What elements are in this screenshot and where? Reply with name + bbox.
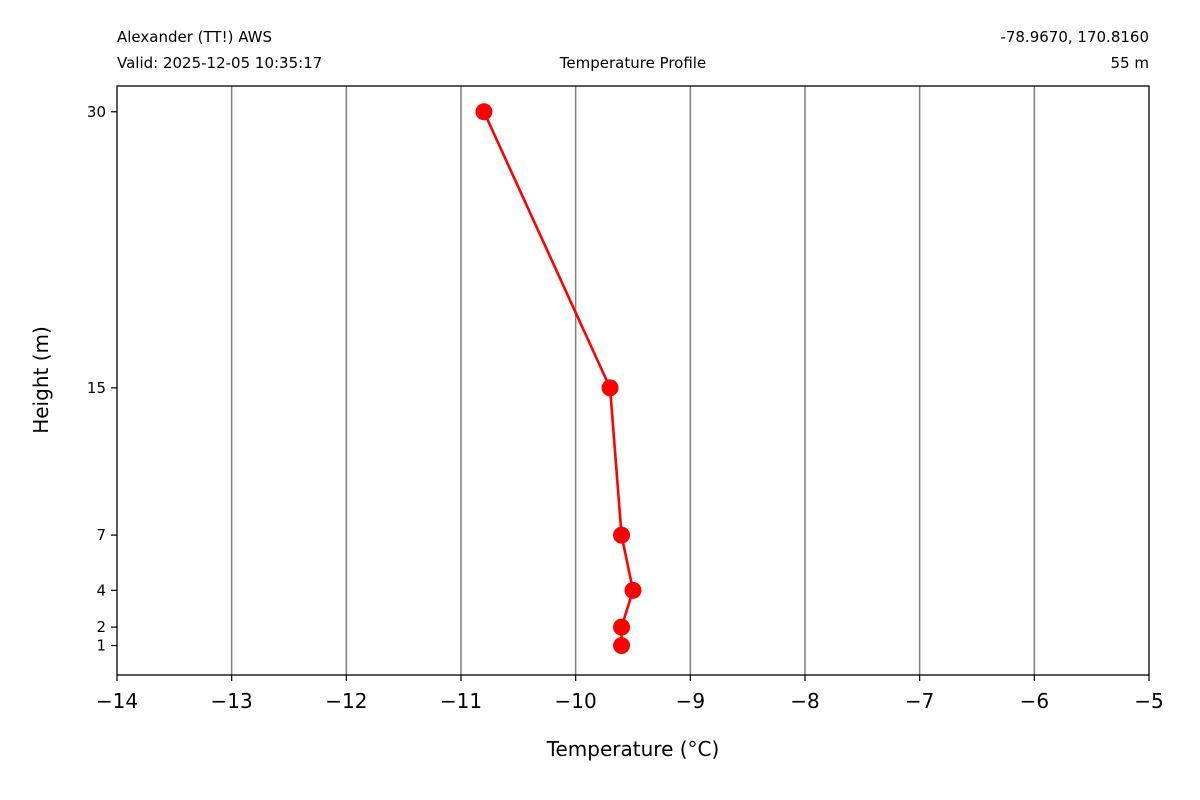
y-axis-ticks: 12 4 7 15 30 bbox=[87, 103, 117, 655]
station-elevation: 55 m bbox=[1111, 54, 1149, 72]
x-tick-label: −6 bbox=[1020, 689, 1049, 713]
x-tick-label: −9 bbox=[676, 689, 705, 713]
data-point-4m bbox=[624, 581, 642, 599]
station-coordinates: -78.9670, 170.8160 bbox=[1000, 28, 1149, 46]
temperature-profile-line bbox=[482, 111, 635, 646]
series-layer bbox=[475, 103, 642, 655]
y-tick-label: 7 bbox=[96, 526, 106, 544]
y-tick-label: 1 bbox=[96, 637, 106, 655]
data-point-30m bbox=[475, 103, 493, 121]
x-tick-label: −7 bbox=[905, 689, 934, 713]
y-tick-label: 15 bbox=[87, 379, 106, 397]
chart-title: Temperature Profile bbox=[559, 54, 706, 72]
y-tick-label: 30 bbox=[87, 103, 106, 121]
x-axis-ticks: −14 −13 −12 −11 −10 −9 −8 −7 −6 −5 bbox=[96, 675, 1164, 713]
x-tick-label: −10 bbox=[555, 689, 597, 713]
x-tick-label: −14 bbox=[96, 689, 138, 713]
x-tick-label: −11 bbox=[440, 689, 482, 713]
data-point-15m bbox=[601, 379, 619, 397]
x-tick-label: −8 bbox=[790, 689, 819, 713]
y-tick-label: 4 bbox=[96, 581, 106, 599]
station-name: Alexander (TT!) AWS bbox=[117, 28, 272, 46]
gridlines bbox=[230, 86, 1036, 675]
data-point-7m bbox=[613, 526, 631, 544]
plot-frame bbox=[116, 85, 1150, 676]
x-tick-label: −13 bbox=[211, 689, 253, 713]
x-tick-label: −12 bbox=[325, 689, 367, 713]
y-tick-label: 2 bbox=[96, 618, 106, 636]
valid-time: Valid: 2025-12-05 10:35:17 bbox=[117, 54, 322, 72]
y-axis-label: Height (m) bbox=[29, 326, 53, 434]
x-tick-label: −5 bbox=[1134, 689, 1163, 713]
x-axis-label: Temperature (°C) bbox=[546, 737, 720, 761]
data-point-2m bbox=[613, 618, 631, 636]
data-point-1m bbox=[613, 637, 631, 655]
